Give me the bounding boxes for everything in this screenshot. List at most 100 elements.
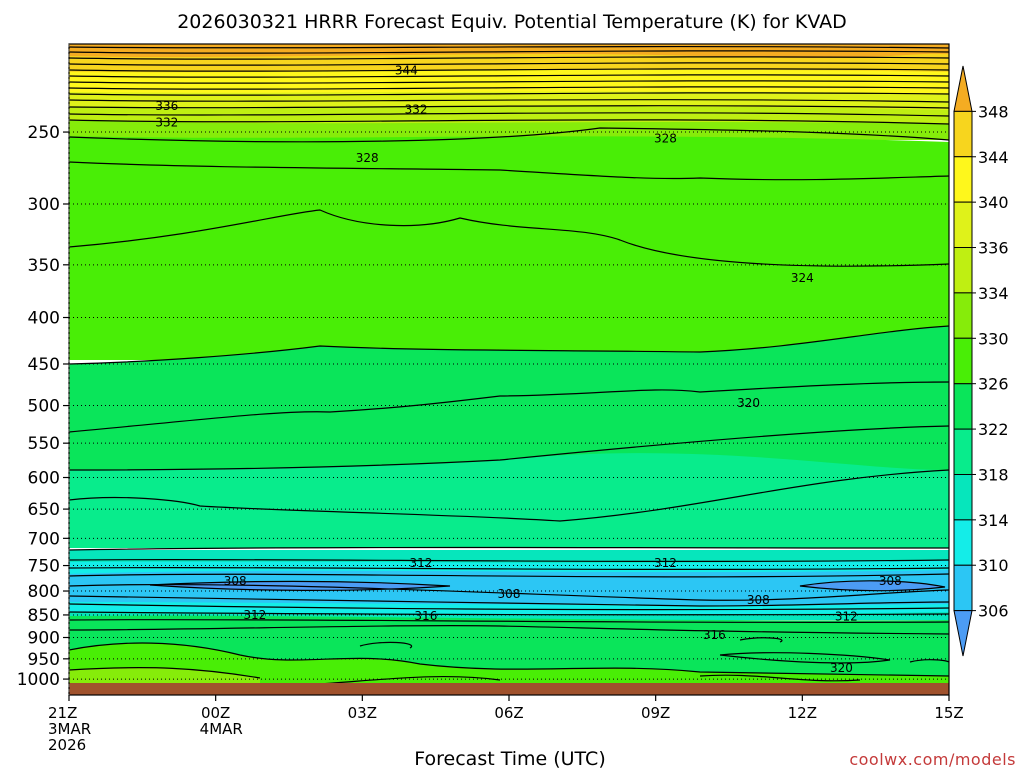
x-axis-label: Forecast Time (UTC): [414, 748, 605, 768]
contour-line: [69, 425, 949, 471]
colorbar-label: 310: [978, 556, 1009, 575]
contour-label-308: 308: [747, 593, 770, 607]
contour-line: [719, 652, 891, 664]
contour-line: [69, 99, 949, 103]
colorbar-segment: [953, 337, 973, 385]
contour-label-text: 312: [654, 556, 677, 570]
contour-line: [69, 546, 949, 551]
colorbar-label: 318: [978, 465, 1009, 484]
contour-line: [909, 659, 949, 663]
colorbar: 348 344 340 336 334 330 326 322 318 314 310 306: [953, 65, 1009, 657]
x-tick-label: 21Z: [48, 704, 77, 722]
x-tick-label: 00Z: [201, 704, 230, 722]
contour-label-320: 320: [830, 661, 853, 675]
contour-line: [69, 583, 949, 601]
contour-label-312: 312: [410, 556, 433, 570]
colorbar-segment: [953, 473, 973, 521]
colorbar-label: 330: [978, 329, 1009, 348]
contour-line: [319, 675, 501, 685]
contour-line: [69, 667, 261, 679]
contour-label-text: 336: [155, 99, 178, 113]
band-near-surface: [69, 643, 949, 690]
band-314-318: [69, 453, 949, 548]
colorbar-segment: [953, 156, 973, 203]
contour-label-text: 308: [498, 587, 521, 601]
contour-line: [69, 68, 949, 72]
colorbar-label: 314: [978, 511, 1009, 530]
contour-line: [69, 325, 949, 365]
contour-line: [69, 624, 949, 635]
contour-label-text: 320: [830, 661, 853, 675]
contour-line: [69, 45, 949, 49]
x-tick-label: 06Z: [494, 704, 523, 722]
contour-label-332: 332: [155, 115, 178, 129]
band-cold-core: [69, 570, 949, 606]
contour-line: [69, 80, 949, 84]
colorbar-label: 336: [978, 239, 1009, 258]
contour-label-text: 312: [410, 556, 433, 570]
contour-label-336: 336: [155, 99, 178, 113]
contour-label-312: 312: [654, 556, 677, 570]
colorbar-segment: [953, 201, 973, 249]
contour-label-344: 344: [395, 64, 418, 78]
contour-label-text: 308: [879, 574, 902, 588]
y-tick-label: 350: [28, 256, 60, 276]
contour-label-text: 344: [395, 64, 418, 78]
ground-surface: [69, 683, 949, 695]
contour-line: [69, 119, 949, 125]
contour-line: [799, 580, 946, 592]
colorbar-segment: [953, 428, 973, 475]
contour-line: [69, 603, 949, 611]
x-tick-label: 4MAR: [200, 720, 243, 738]
colorbar-segment: [953, 65, 973, 112]
colorbar-label: 322: [978, 420, 1009, 439]
contour-line: [149, 580, 451, 591]
contour-line: [69, 50, 949, 54]
contour-label-text: 332: [405, 102, 428, 116]
contour-label-320: 320: [737, 396, 760, 410]
contour-line: [69, 92, 949, 96]
contour-line: [69, 161, 949, 181]
y-tick-label: 850: [28, 606, 60, 626]
colorbar-segment: [953, 564, 973, 612]
y-tick-label: 900: [28, 628, 60, 648]
contour-labels: 344 336 332 332 328 328 324 320 312 312 308 308 308 3…: [155, 64, 902, 675]
x-tick-label: 2026: [48, 736, 86, 754]
contour-line: [69, 127, 949, 143]
contour-label-324: 324: [791, 271, 814, 285]
colorbar-label: 306: [978, 602, 1009, 621]
credit-text: coolwx.com/models: [849, 750, 1016, 768]
x-tick-label: 15Z: [934, 704, 963, 722]
y-tick-label: 250: [28, 123, 60, 143]
contour-label-text: 316: [703, 628, 726, 642]
pressure-gridlines: [69, 131, 949, 680]
x-tick-label: 12Z: [788, 704, 817, 722]
plot-area: 344 336 332 332 328 328 324 320 312 312 308 308 308 3…: [69, 44, 949, 695]
colorbar-segment: [953, 110, 973, 158]
contour-line: [739, 637, 783, 643]
contour-line: [69, 611, 949, 616]
contour-line: [69, 566, 949, 571]
colorbar-label: 326: [978, 375, 1009, 394]
colorbar-label: 334: [978, 284, 1009, 303]
y-tick-label: 650: [28, 500, 60, 520]
y-tick-label: 950: [28, 650, 60, 670]
contour-line: [69, 618, 949, 624]
colorbar-label: 348: [978, 102, 1009, 121]
colorbar-segment: [953, 247, 973, 294]
contour-line: [69, 595, 949, 607]
contour-label-text: 328: [356, 151, 379, 165]
contour-label-312: 312: [835, 609, 858, 623]
contour-line: [69, 558, 949, 563]
contour-label-text: 308: [747, 593, 770, 607]
contour-label-text: 332: [155, 115, 178, 129]
contour-label-316: 316: [703, 628, 726, 642]
contour-label-text: 324: [791, 271, 814, 285]
contour-label-text: 312: [835, 609, 858, 623]
contour-label-308: 308: [879, 574, 902, 588]
y-tick-label: 700: [28, 529, 60, 549]
contour-line: [69, 62, 949, 66]
contour-label-312: 312: [243, 608, 266, 622]
contour-label-text: 312: [243, 608, 266, 622]
